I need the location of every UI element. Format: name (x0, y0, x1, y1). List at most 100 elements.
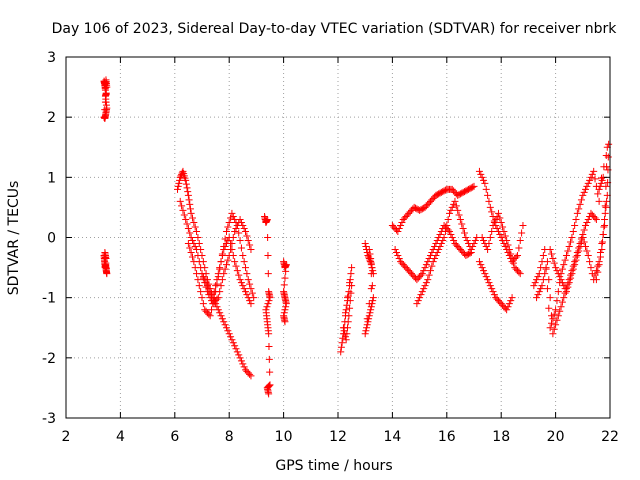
data-point-seg-q (562, 288, 570, 296)
data-point-seg-f (282, 300, 290, 308)
data-point-seg-o (594, 190, 602, 198)
data-point-seg-q (580, 238, 588, 246)
data-point-seg-o (533, 276, 541, 284)
data-point-seg-g (346, 276, 354, 284)
data-point-seg-p (584, 215, 592, 223)
data-point-seg-p (534, 291, 542, 299)
data-point-seg-o (530, 282, 538, 290)
data-point-seg-a (183, 184, 191, 192)
data-point-seg-b (183, 220, 191, 228)
data-point-seg-c (209, 300, 217, 308)
data-point-early-low (102, 255, 110, 263)
data-point-seg-e (265, 355, 273, 363)
data-point-seg-q (564, 283, 572, 291)
data-point-seg-d (246, 297, 254, 305)
data-point-seg-n (480, 237, 488, 245)
data-point-seg-k (462, 234, 470, 241)
data-point-seg-c (198, 294, 206, 302)
data-point-seg-q (598, 240, 606, 248)
data-point-seg-d (221, 243, 229, 251)
data-point-seg-o (584, 179, 592, 187)
data-point-seg-d (233, 267, 241, 275)
data-point-seg-r (605, 140, 613, 148)
data-point-seg-r (600, 163, 608, 171)
data-point-seg-a (217, 312, 225, 320)
data-point-seg-l (488, 208, 496, 216)
data-point-seg-k (455, 211, 463, 219)
data-point-seg-d (217, 258, 225, 266)
data-point-seg-c (190, 258, 198, 266)
data-point-seg-a (236, 354, 244, 362)
data-point-seg-q (583, 247, 591, 255)
data-point-seg-a (218, 315, 226, 323)
data-point-seg-c (242, 264, 250, 272)
data-point-seg-m (505, 300, 513, 308)
data-point-seg-l (515, 244, 523, 252)
data-point-seg-a (247, 372, 255, 380)
data-point-seg-o (553, 297, 561, 305)
data-point-seg-b (224, 256, 232, 264)
data-point-seg-k (418, 288, 426, 296)
x-tick-label: 4 (116, 429, 125, 445)
data-point-seg-r (598, 176, 606, 184)
data-point-seg-k (469, 243, 477, 251)
data-point-seg-a (184, 191, 192, 199)
data-point-seg-b (188, 237, 196, 245)
data-point-seg-o (582, 185, 590, 193)
data-point-seg-e (265, 330, 273, 338)
data-point-seg-a (174, 182, 182, 190)
data-point-seg-o (545, 304, 553, 312)
data-point-seg-c (237, 244, 245, 252)
data-point-seg-d (205, 285, 213, 293)
y-axis-label: SDTVAR / TECUs (6, 181, 22, 296)
data-point-seg-o (583, 182, 591, 190)
data-point-seg-e (264, 270, 272, 278)
data-point-seg-d (239, 282, 247, 290)
data-point-seg-m (503, 306, 511, 314)
data-point-seg-b (244, 237, 252, 245)
data-point-seg-k (443, 221, 451, 229)
data-point-seg-q (584, 252, 592, 260)
data-point-seg-o (552, 306, 560, 314)
data-point-seg-e (265, 382, 273, 390)
data-point-seg-a (182, 180, 190, 188)
data-point-seg-o (571, 221, 579, 229)
data-point-seg-q (556, 273, 564, 281)
data-point-seg-c (247, 285, 255, 293)
data-point-seg-j (436, 230, 444, 238)
data-point-seg-l (480, 176, 488, 184)
data-point-seg-c (208, 306, 216, 314)
data-point-seg-b (187, 234, 195, 241)
data-point-seg-a (182, 176, 190, 184)
data-point-seg-d (210, 288, 218, 296)
data-point-seg-o (587, 173, 595, 181)
y-tick-label: -2 (42, 351, 56, 367)
data-point-seg-b (243, 232, 251, 240)
data-point-seg-j (395, 255, 403, 263)
data-point-seg-m (485, 279, 493, 287)
data-point-seg-e (264, 300, 272, 308)
data-point-seg-p (560, 294, 568, 302)
data-point-seg-a (187, 209, 195, 217)
data-point-seg-k (429, 258, 437, 266)
data-point-seg-c (243, 270, 251, 278)
data-point-seg-c (239, 252, 247, 260)
data-point-seg-r (596, 253, 604, 261)
data-point-seg-k (458, 220, 466, 228)
data-point-seg-q (546, 246, 554, 254)
data-point-seg-r (602, 203, 610, 211)
data-point-seg-h (366, 309, 374, 317)
data-point-seg-p (552, 321, 560, 329)
data-point-early-high (102, 89, 110, 97)
data-point-seg-n (503, 237, 511, 245)
data-point-seg-a (174, 185, 182, 193)
data-point-seg-g (348, 264, 356, 272)
data-point-seg-d (247, 300, 255, 308)
data-point-seg-o (554, 288, 562, 296)
data-point-seg-d (213, 276, 221, 284)
data-point-seg-a (191, 223, 199, 231)
data-point-seg-a (221, 321, 229, 329)
data-point-seg-k (456, 215, 464, 223)
data-point-seg-r (595, 185, 603, 193)
data-point-seg-r (602, 152, 610, 160)
